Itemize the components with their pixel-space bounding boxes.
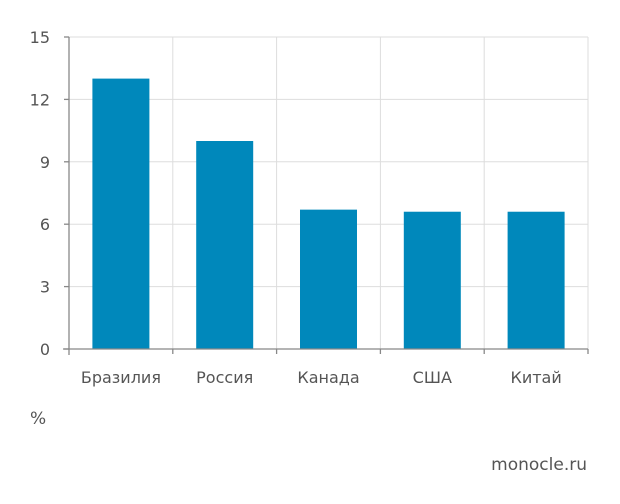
bar-4 [403,211,461,349]
axes [63,36,589,355]
bar-3 [300,209,357,349]
x-tick-label: Россия [196,368,253,387]
x-tick-labels: Бразилия Россия Канада США Китай [81,368,562,387]
bar-1 [92,78,150,349]
bar-5 [507,211,565,349]
y-tick-label: 0 [40,340,50,359]
x-tick-label: Канада [297,368,359,387]
y-tick-label: 6 [40,215,50,234]
y-tick-label: 15 [30,28,50,47]
bars [92,78,565,349]
y-tick-label: 3 [40,278,50,297]
x-tick-label: Китай [510,368,561,387]
y-tick-label: 9 [40,153,50,172]
grid-lines [69,36,589,349]
x-tick-label: Бразилия [81,368,161,387]
y-tick-labels: 0 3 6 9 12 15 [30,28,50,359]
y-unit-label: % [30,409,47,429]
bar-2 [196,141,254,349]
y-tick-label: 12 [30,90,50,109]
source-label: monocle.ru [491,455,587,475]
x-tick-label: США [413,368,452,387]
